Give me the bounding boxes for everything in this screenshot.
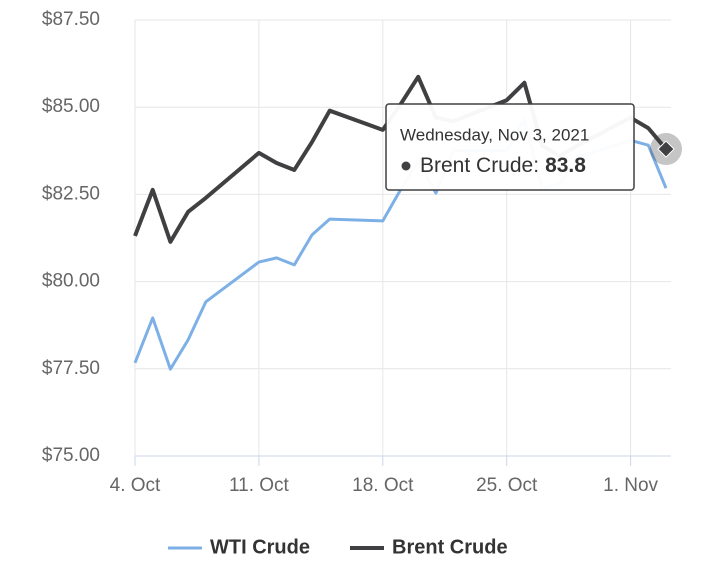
hover-marker — [657, 140, 675, 158]
x-tick-label: 11. Oct — [229, 475, 290, 496]
x-tick-label: 18. Oct — [352, 475, 414, 496]
y-tick-label: $82.50 — [42, 183, 100, 204]
tooltip: Wednesday, Nov 3, 2021 Brent Crude: 83.8 — [385, 103, 635, 191]
tooltip-bullet — [401, 161, 411, 171]
tooltip-value: 83.8 — [545, 154, 586, 177]
tooltip-header: Wednesday, Nov 3, 2021 — [400, 125, 589, 144]
y-tick-label: $75.00 — [42, 445, 100, 466]
legend: WTI Crude Brent Crude — [168, 536, 508, 558]
x-tick-label: 1. Nov — [603, 475, 658, 496]
tooltip-box — [385, 103, 635, 191]
legend-label[interactable]: Brent Crude — [392, 536, 508, 558]
y-tick-label: $85.00 — [42, 96, 100, 117]
x-tick-label: 4. Oct — [110, 475, 161, 496]
tooltip-row: Brent Crude: 83.8 — [420, 154, 586, 177]
x-tick-label: 25. Oct — [476, 475, 538, 496]
tooltip-label: Brent Crude: — [420, 154, 539, 177]
y-tick-label: $80.00 — [42, 271, 100, 292]
legend-label[interactable]: WTI Crude — [210, 536, 310, 558]
y-tick-label: $87.50 — [42, 9, 100, 30]
y-tick-label: $77.50 — [42, 358, 100, 379]
